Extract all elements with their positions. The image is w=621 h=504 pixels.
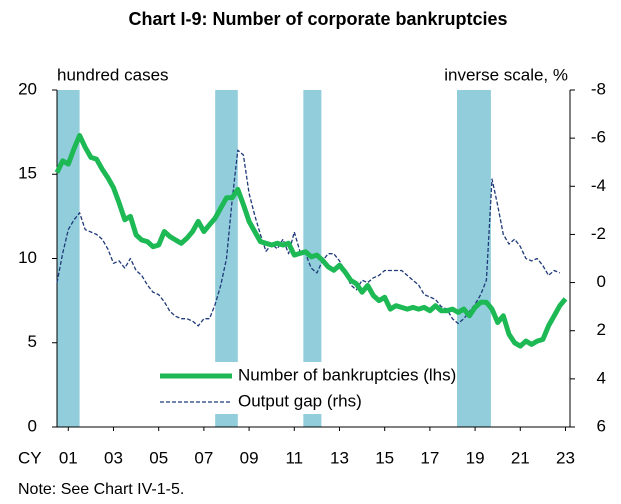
legend-box [150, 362, 420, 414]
x-tick-label: 17 [420, 448, 439, 467]
y2-tick-label: 6 [597, 416, 606, 435]
y2-tick-label: 4 [597, 368, 606, 387]
x-tick-label: 05 [149, 448, 168, 467]
shaded-period [57, 90, 80, 427]
y2-tick-label: -8 [591, 79, 606, 98]
legend-label: Number of bankruptcies (lhs) [238, 365, 456, 384]
chart-title: Chart I-9: Number of corporate bankruptc… [128, 9, 507, 29]
y2-axis-label: inverse scale, % [444, 65, 568, 84]
y-tick-label: 0 [28, 416, 37, 435]
y-tick-label: 20 [18, 79, 37, 98]
x-prefix: CY [18, 448, 42, 467]
y-tick-label: 10 [18, 248, 37, 267]
x-tick-label: 13 [330, 448, 349, 467]
x-tick-label: 15 [375, 448, 394, 467]
x-tick-label: 23 [556, 448, 575, 467]
series-line [54, 133, 568, 349]
note: Note: See Chart IV-1-5. [18, 481, 184, 498]
x-tick-label: 03 [104, 448, 123, 467]
y2-tick-label: -4 [591, 176, 606, 195]
x-tick-label: 07 [194, 448, 213, 467]
y2-tick-label: -2 [591, 224, 606, 243]
y2-tick-label: 0 [597, 272, 606, 291]
y-tick-label: 15 [18, 164, 37, 183]
y-axis-label: hundred cases [57, 65, 169, 84]
x-tick-label: 09 [240, 448, 259, 467]
x-tick-label: 01 [59, 448, 78, 467]
legend-label: Output gap (rhs) [238, 391, 362, 410]
x-tick-label: 19 [466, 448, 485, 467]
series-line [56, 149, 561, 327]
shaded-period [457, 90, 491, 427]
y-tick-label: 5 [28, 332, 37, 351]
x-tick-label: 11 [285, 448, 303, 467]
y2-tick-label: 2 [597, 320, 606, 339]
x-tick-label: 21 [511, 448, 530, 467]
y2-tick-label: -6 [591, 128, 606, 147]
